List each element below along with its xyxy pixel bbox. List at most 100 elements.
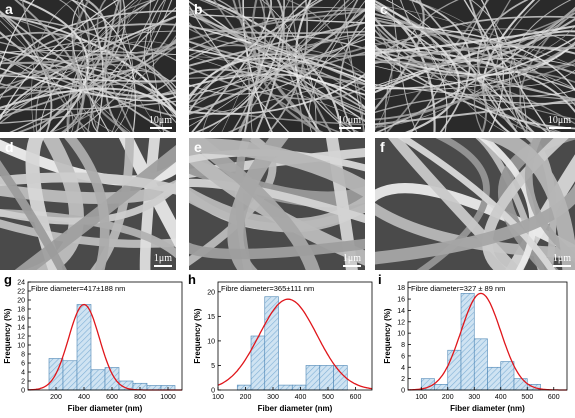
scale-bar-e: 1μm (343, 254, 361, 267)
histogram-bar (146, 385, 162, 391)
scale-text-b: 10μm (337, 115, 361, 126)
y-tick-label: 12 (17, 334, 25, 341)
plot-frame (407, 281, 568, 391)
y-tick-label: 14 (17, 325, 25, 332)
y-tick-label: 16 (17, 316, 25, 323)
gaussian-fit-curve (408, 292, 567, 391)
y-tick-label: 4 (21, 370, 25, 377)
scale-line-c (549, 127, 571, 129)
scale-line-d (154, 265, 172, 267)
plot-frame (217, 281, 373, 391)
x-tick-label: 600 (548, 394, 560, 401)
y-tick-label: 18 (397, 285, 405, 292)
scale-bar-c: 10μm (548, 116, 571, 129)
sem-image-b (189, 0, 365, 132)
y-tick-label: 10 (17, 343, 25, 350)
panel-label-d: d (5, 139, 14, 155)
histogram-bar (434, 384, 449, 391)
sem-image-d (0, 138, 176, 270)
scale-text-e: 1μm (342, 253, 361, 264)
sem-panel-f: f 1μm (375, 138, 575, 270)
y-tick-label: 20 (207, 289, 215, 296)
panel-label-a: a (5, 1, 13, 17)
histogram-bar (460, 293, 475, 391)
panel-label-f: f (380, 139, 385, 155)
x-tick-label: 400 (78, 394, 90, 401)
y-tick-label: 10 (397, 331, 405, 338)
chart-i: i 100 200 300 400 500 600 0 2 4 6 8 10 12 14 16 18 Fiber… (378, 270, 575, 418)
histogram-bar (104, 367, 120, 391)
y-tick-label: 2 (401, 376, 405, 383)
y-tick-label: 4 (401, 365, 405, 372)
y-tick-label: 20 (17, 298, 25, 305)
chart-h: h 100 200 300 400 500 600 0 5 10 15 20 Fiber diamet… (188, 270, 380, 418)
gaussian-fit-curve (217, 298, 373, 390)
y-tick-label: 0 (211, 388, 215, 395)
scale-bar-a: 10μm (149, 116, 172, 129)
histogram-bar (319, 365, 334, 391)
x-axis-label: Fiber diameter (nm) (450, 404, 525, 413)
y-tick-label: 24 (17, 280, 25, 287)
scale-bar-b: 10μm (338, 116, 361, 129)
x-tick-label: 400 (295, 394, 307, 401)
x-tick-label: 600 (106, 394, 118, 401)
histogram-bar (500, 361, 515, 391)
histogram-bar (513, 378, 528, 391)
y-axis-label: Frequency (%) (383, 308, 392, 363)
histogram-bar (264, 296, 279, 391)
y-tick-label: 5 (211, 363, 215, 370)
y-tick-label: 6 (21, 361, 25, 368)
chart-label-i: i (378, 272, 382, 287)
histogram-bar (90, 369, 106, 391)
sem-image-c (375, 0, 575, 132)
y-tick-label: 15 (207, 314, 215, 321)
y-tick-label: 8 (21, 352, 25, 359)
panel-label-e: e (194, 139, 202, 155)
y-tick-label: 0 (21, 388, 25, 395)
sem-image-a (0, 0, 176, 132)
x-tick-label: 600 (350, 394, 362, 401)
chart-label-h: h (188, 272, 196, 287)
x-tick-label: 100 (212, 394, 224, 401)
scale-line-b (339, 127, 361, 129)
sem-panel-a: a 10μm (0, 0, 176, 132)
histogram-g: 200 400 600 800 1000024681012141618202224Fib… (3, 280, 183, 413)
histogram-bar (305, 365, 321, 391)
histogram-bar (62, 360, 78, 391)
sem-panel-c: c 10μm (375, 0, 575, 132)
x-tick-label: 200 (240, 394, 252, 401)
histogram-h: 100 200 300 400 500 600 0 5 10 15 20 Fiber diameter… (193, 281, 373, 413)
scale-bar-f: 1μm (553, 254, 571, 267)
sem-panel-d: d 1μm (0, 138, 176, 270)
x-axis-label: Fiber diameter (nm) (68, 404, 143, 413)
panel-label-b: b (194, 1, 203, 17)
histogram-bar (76, 304, 92, 391)
scale-text-c: 10μm (547, 115, 571, 126)
diameter-annotation: Fibre diameter=365±111 nm (221, 284, 314, 293)
y-tick-label: 2 (21, 379, 25, 386)
x-tick-label: 500 (521, 394, 533, 401)
x-tick-label: 800 (134, 394, 146, 401)
scale-text-f: 1μm (552, 253, 571, 264)
y-tick-label: 14 (397, 308, 405, 315)
scale-text-a: 10μm (148, 115, 172, 126)
y-tick-label: 18 (17, 307, 25, 314)
histogram-bar (291, 384, 307, 391)
x-tick-label: 100 (415, 394, 427, 401)
chart-label-g: g (4, 272, 12, 287)
histogram-bar (278, 384, 293, 391)
y-tick-label: 22 (17, 289, 25, 296)
histogram-bar (473, 338, 488, 391)
histogram-bar (236, 384, 252, 391)
x-axis-label: Fiber diameter (nm) (258, 404, 333, 413)
x-tick-label: 300 (468, 394, 480, 401)
scale-line-e (343, 265, 361, 267)
x-tick-label: 400 (495, 394, 507, 401)
histogram-bar (487, 366, 502, 391)
scale-text-d: 1μm (153, 253, 172, 264)
x-tick-label: 200 (50, 394, 62, 401)
sem-image-e (189, 138, 365, 270)
scale-line-f (553, 265, 571, 267)
y-axis-label: Frequency (%) (3, 308, 12, 363)
histogram-bar (447, 349, 462, 391)
